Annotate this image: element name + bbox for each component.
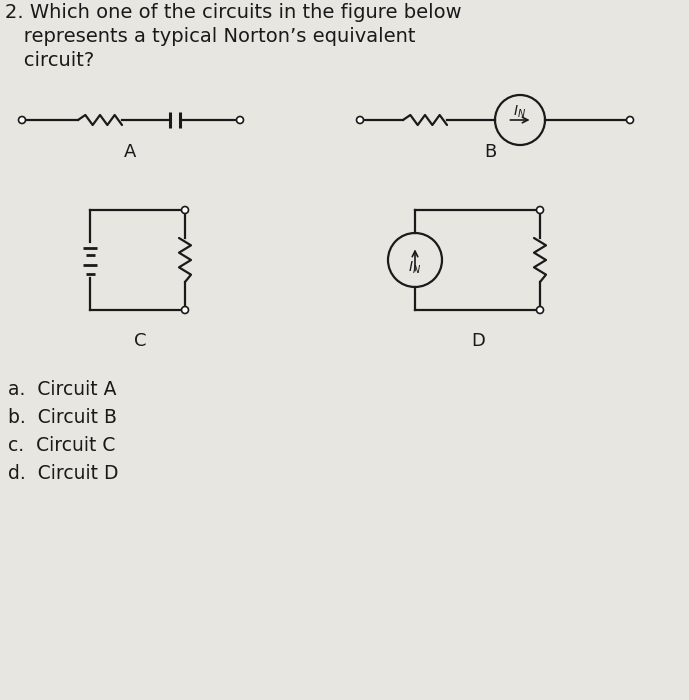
Text: a.  Circuit A: a. Circuit A [8,380,116,399]
Text: represents a typical Norton’s equivalent: represents a typical Norton’s equivalent [5,27,415,46]
Text: 2. Which one of the circuits in the figure below: 2. Which one of the circuits in the figu… [5,3,462,22]
Circle shape [19,116,25,123]
Text: c.  Circuit C: c. Circuit C [8,436,115,455]
Text: b.  Circuit B: b. Circuit B [8,408,117,427]
Text: C: C [134,332,146,350]
Text: $I_N$: $I_N$ [409,260,422,276]
Circle shape [181,206,189,214]
Text: d.  Circuit D: d. Circuit D [8,464,119,483]
Circle shape [181,307,189,314]
Circle shape [356,116,364,123]
Circle shape [626,116,633,123]
Text: D: D [471,332,485,350]
Circle shape [537,206,544,214]
Circle shape [537,307,544,314]
Text: B: B [484,143,496,161]
Circle shape [236,116,243,123]
Text: circuit?: circuit? [5,51,94,70]
Text: $I_N$: $I_N$ [513,104,526,120]
Text: A: A [124,143,136,161]
